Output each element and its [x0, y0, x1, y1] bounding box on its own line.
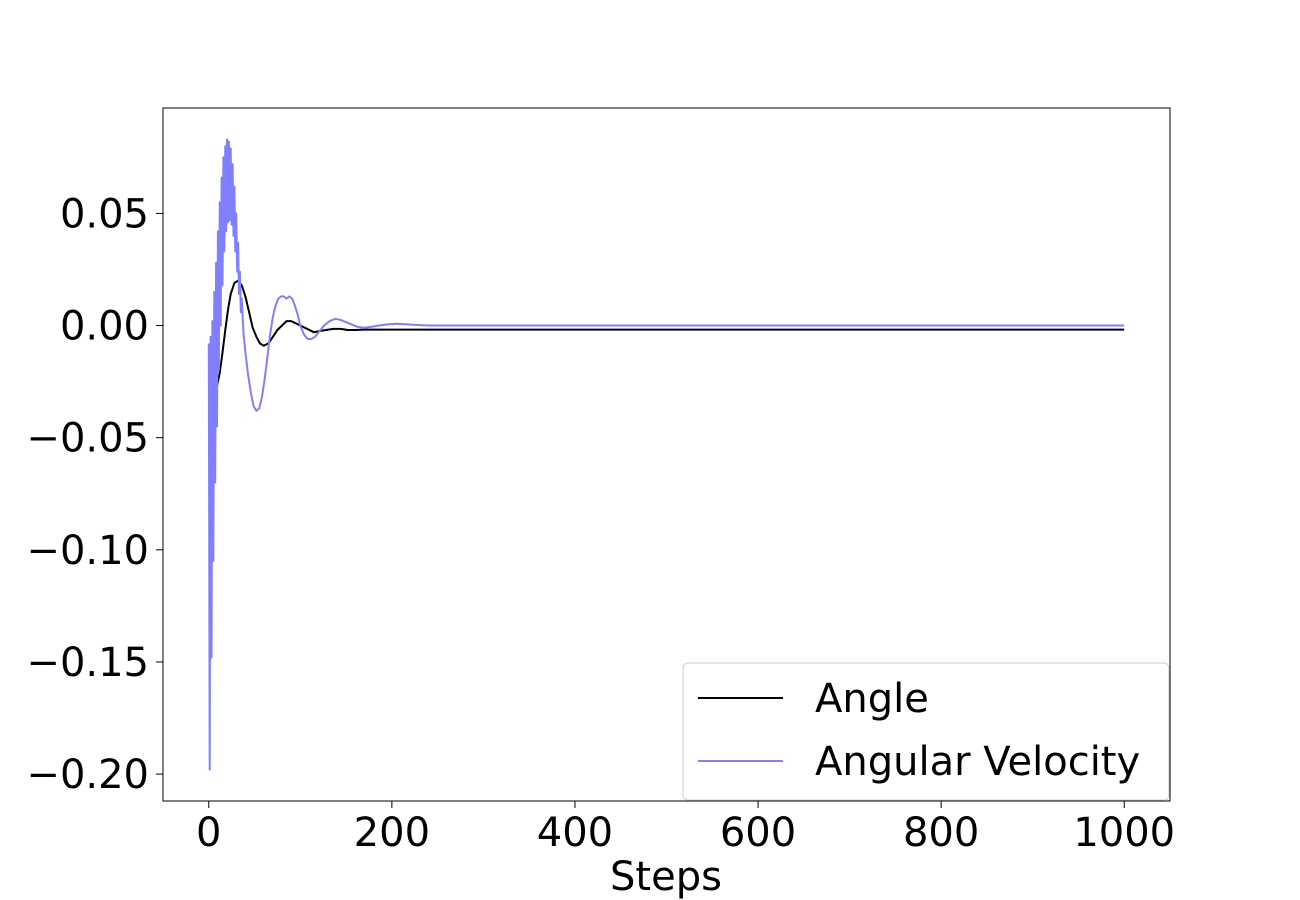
y-tick-label: −0.05 [26, 416, 149, 462]
x-tick-label: 200 [354, 810, 430, 856]
x-tick-label: 400 [537, 810, 613, 856]
y-tick-label: 0.00 [60, 304, 149, 350]
y-tick-label: −0.15 [26, 640, 149, 686]
series-line-angular-velocity [207, 138, 1125, 771]
x-tick-label: 0 [196, 810, 221, 856]
legend-label-angle: Angle [815, 676, 929, 722]
x-tick-label: 1000 [1073, 810, 1175, 856]
y-tick-label: −0.20 [26, 752, 149, 798]
plot-frame [162, 107, 1171, 802]
series-line-angle [207, 279, 1125, 390]
y-tick-label: 0.05 [60, 191, 149, 237]
x-tick-label: 800 [903, 810, 979, 856]
legend: Angle Angular Velocity [682, 662, 1170, 801]
ticks-layer: 0 200 400 600 800 1000 0.05 0.00 −0.05 −0.10 −0.15… [26, 191, 1175, 856]
x-tick-label: 600 [720, 810, 796, 856]
x-axis-label: Steps [610, 854, 722, 900]
series-layer [207, 138, 1125, 771]
legend-box [682, 662, 1170, 801]
legend-label-angular-velocity: Angular Velocity [815, 739, 1140, 785]
y-tick-label: −0.10 [26, 528, 149, 574]
